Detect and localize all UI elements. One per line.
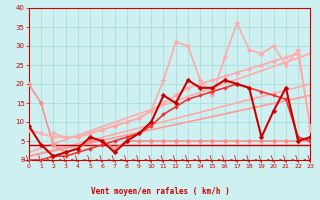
Text: Vent moyen/en rafales ( km/h ): Vent moyen/en rafales ( km/h ) [91,187,229,196]
